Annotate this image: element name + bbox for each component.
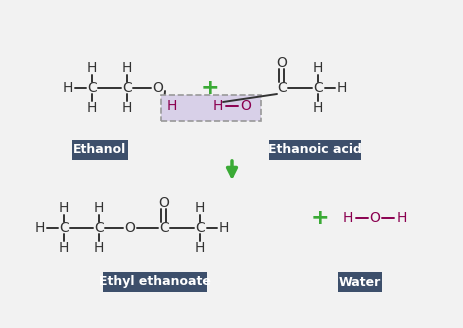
Text: Ethyl ethanoate: Ethyl ethanoate xyxy=(99,276,211,289)
Text: H: H xyxy=(87,101,97,115)
Text: Ethanol: Ethanol xyxy=(73,143,126,156)
Text: H: H xyxy=(312,61,323,75)
Text: C: C xyxy=(276,81,286,95)
Text: H: H xyxy=(194,241,205,255)
Text: C: C xyxy=(313,81,322,95)
Text: H: H xyxy=(396,211,407,225)
FancyBboxPatch shape xyxy=(161,95,260,121)
Text: +: + xyxy=(310,208,329,228)
Text: C: C xyxy=(94,221,104,235)
FancyBboxPatch shape xyxy=(72,140,128,160)
Text: H: H xyxy=(336,81,346,95)
Text: H: H xyxy=(35,221,45,235)
Text: C: C xyxy=(87,81,97,95)
Text: Ethanoic acid: Ethanoic acid xyxy=(268,143,361,156)
Text: H: H xyxy=(94,201,104,215)
Text: H: H xyxy=(59,201,69,215)
Text: C: C xyxy=(122,81,131,95)
Text: H: H xyxy=(122,101,132,115)
Text: O: O xyxy=(240,99,251,113)
Text: H: H xyxy=(194,201,205,215)
Text: H: H xyxy=(122,61,132,75)
Text: +: + xyxy=(200,78,219,98)
Text: O: O xyxy=(369,211,380,225)
Text: O: O xyxy=(158,196,169,210)
Text: O: O xyxy=(276,56,287,70)
FancyBboxPatch shape xyxy=(337,272,381,292)
Text: H: H xyxy=(87,61,97,75)
Text: H: H xyxy=(94,241,104,255)
Text: Water: Water xyxy=(338,276,380,289)
Text: C: C xyxy=(195,221,205,235)
FancyArrowPatch shape xyxy=(227,161,236,176)
Text: O: O xyxy=(152,81,163,95)
Text: H: H xyxy=(167,99,177,113)
Text: C: C xyxy=(159,221,169,235)
Text: H: H xyxy=(213,99,223,113)
FancyBboxPatch shape xyxy=(269,140,360,160)
Text: H: H xyxy=(63,81,73,95)
Text: C: C xyxy=(59,221,69,235)
Text: O: O xyxy=(124,221,135,235)
Text: H: H xyxy=(59,241,69,255)
Text: H: H xyxy=(219,221,229,235)
Text: H: H xyxy=(312,101,323,115)
FancyBboxPatch shape xyxy=(103,272,206,292)
Text: H: H xyxy=(342,211,352,225)
